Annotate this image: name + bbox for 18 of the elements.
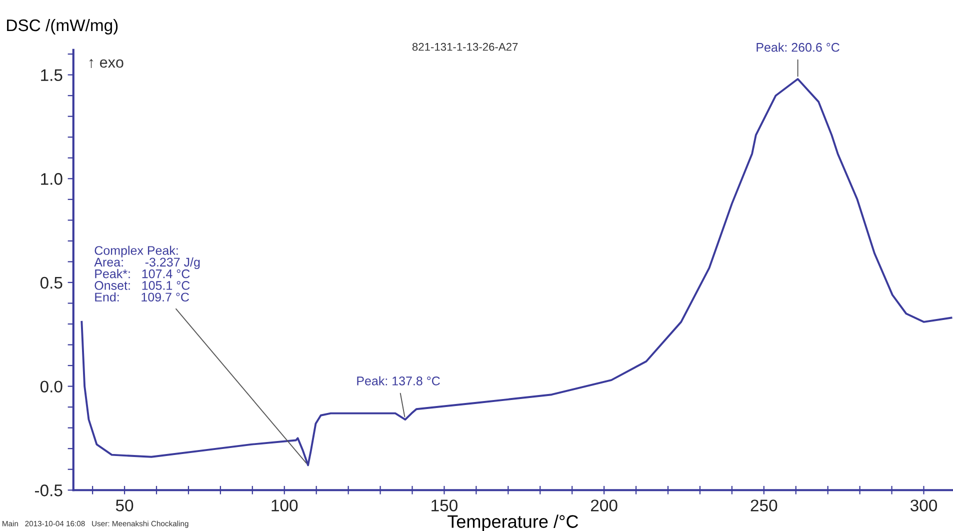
y-tick-label: 1.0 (41, 173, 62, 185)
annotation: Peak: 260.6 °C (756, 42, 840, 52)
annotation: Complex Peak: Area: -3.237 J/g Peak*: 107.4 °C Onset: 105.1 °C End: 109.7 °C (94, 246, 200, 302)
x-tick-label: 300 (910, 500, 938, 512)
x-tick-label: 100 (272, 500, 298, 512)
x-tick-label: 250 (750, 500, 778, 512)
annotation: Peak: 137.8 °C (357, 376, 440, 386)
y-tick-label: 0.5 (40, 276, 62, 289)
y-tick-label: 0.0 (40, 380, 62, 392)
chart-title: 821-131-1-13-26-A27 (412, 42, 518, 51)
y-tick-label: -0.5 (34, 484, 62, 496)
y-axis-title: DSC /(mW/mg) (7, 18, 118, 35)
y-tick-label: 1.5 (41, 69, 62, 82)
x-tick-label: 200 (591, 500, 618, 512)
line-series (80, 78, 952, 466)
x-tick-label: 50 (116, 500, 134, 512)
x-tick-label: 150 (432, 500, 458, 512)
annotation: ↑ exo (89, 59, 124, 68)
